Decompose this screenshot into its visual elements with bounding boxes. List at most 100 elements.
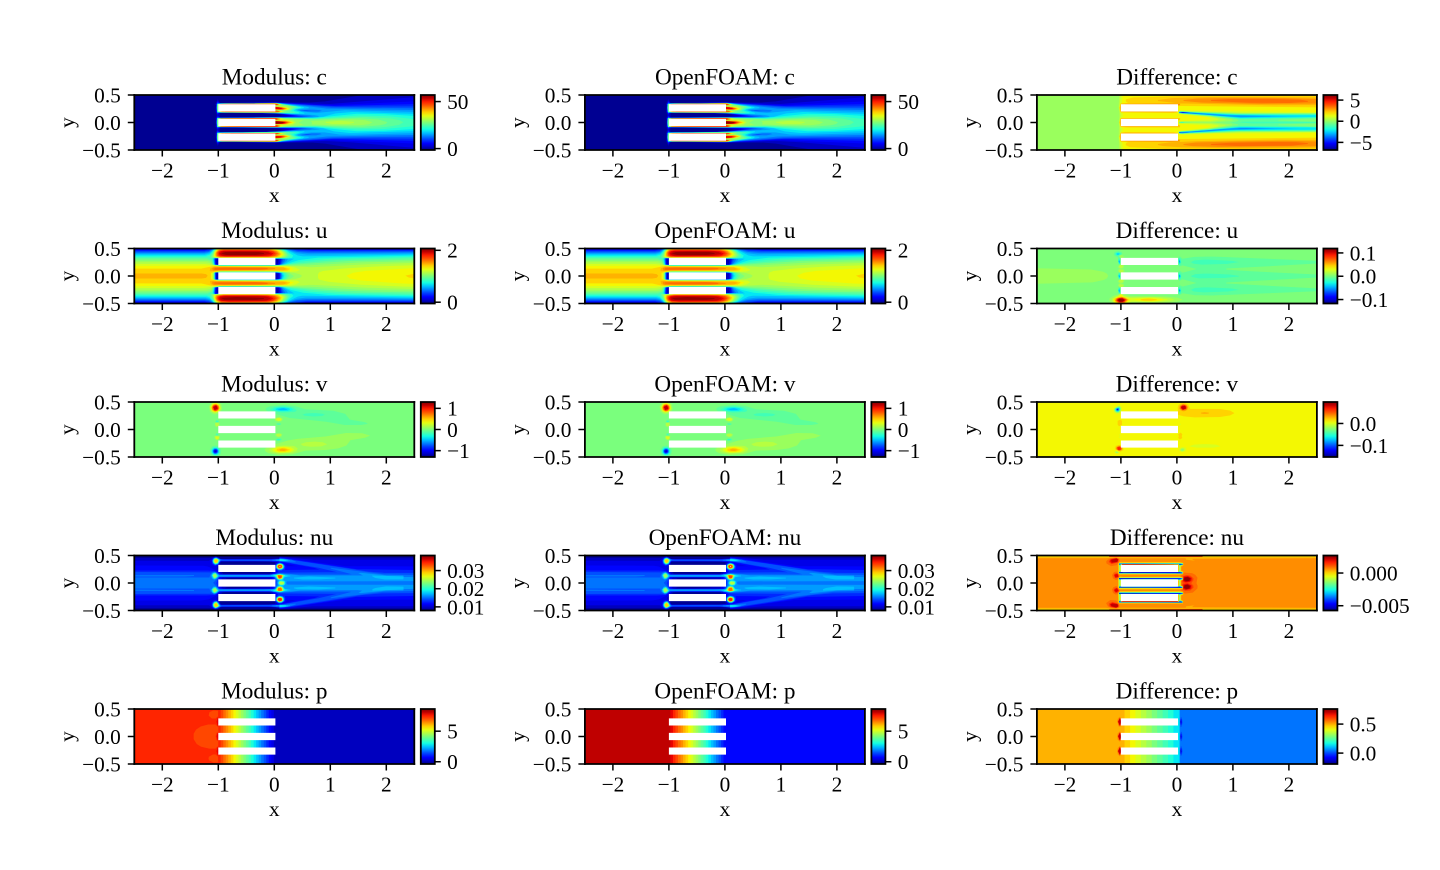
svg-text:Modulus: nu: Modulus: nu xyxy=(215,525,333,551)
svg-text:Difference: nu: Difference: nu xyxy=(1110,525,1245,551)
svg-text:x: x xyxy=(720,490,731,514)
svg-text:−1: −1 xyxy=(658,158,681,182)
svg-text:x: x xyxy=(1172,490,1183,514)
svg-text:−0.5: −0.5 xyxy=(985,752,1024,776)
svg-text:0.5: 0.5 xyxy=(545,83,572,107)
svg-text:−1: −1 xyxy=(1110,619,1133,643)
svg-text:−0.5: −0.5 xyxy=(533,599,572,623)
svg-text:OpenFOAM: u: OpenFOAM: u xyxy=(654,218,795,244)
svg-text:x: x xyxy=(1172,797,1183,821)
svg-text:0.000: 0.000 xyxy=(1350,561,1398,585)
svg-text:Modulus: c: Modulus: c xyxy=(222,64,327,90)
svg-text:2: 2 xyxy=(832,312,843,336)
svg-text:OpenFOAM: p: OpenFOAM: p xyxy=(654,678,795,704)
svg-text:0.0: 0.0 xyxy=(997,725,1024,749)
svg-text:−0.5: −0.5 xyxy=(82,599,121,623)
svg-text:0.0: 0.0 xyxy=(94,264,121,288)
svg-text:−2: −2 xyxy=(151,158,174,182)
svg-text:−0.5: −0.5 xyxy=(985,599,1024,623)
svg-text:−1: −1 xyxy=(447,439,470,463)
svg-text:0.03: 0.03 xyxy=(898,559,935,583)
svg-text:Modulus: p: Modulus: p xyxy=(221,678,327,704)
svg-text:0: 0 xyxy=(447,418,458,442)
svg-text:x: x xyxy=(720,644,731,668)
svg-text:Difference: v: Difference: v xyxy=(1116,371,1239,397)
svg-text:0.5: 0.5 xyxy=(545,390,572,414)
svg-text:1: 1 xyxy=(325,158,336,182)
svg-text:OpenFOAM: nu: OpenFOAM: nu xyxy=(649,525,802,551)
svg-text:0: 0 xyxy=(269,772,280,796)
svg-text:Modulus: v: Modulus: v xyxy=(221,371,328,397)
svg-text:x: x xyxy=(269,183,280,207)
svg-text:1: 1 xyxy=(776,158,787,182)
svg-text:−0.5: −0.5 xyxy=(82,445,121,469)
svg-text:0.5: 0.5 xyxy=(545,697,572,721)
svg-text:−2: −2 xyxy=(1054,158,1077,182)
svg-text:1: 1 xyxy=(325,465,336,489)
svg-text:0: 0 xyxy=(447,750,458,774)
svg-text:−1: −1 xyxy=(898,439,921,463)
svg-text:0.0: 0.0 xyxy=(94,725,121,749)
svg-text:0.5: 0.5 xyxy=(997,390,1024,414)
svg-text:−1: −1 xyxy=(207,312,230,336)
svg-text:0.02: 0.02 xyxy=(447,577,484,601)
svg-text:OpenFOAM: v: OpenFOAM: v xyxy=(654,371,795,397)
svg-text:−0.5: −0.5 xyxy=(985,292,1024,316)
svg-text:0: 0 xyxy=(898,291,909,315)
svg-text:1: 1 xyxy=(776,465,787,489)
svg-text:1: 1 xyxy=(447,397,458,421)
svg-text:1: 1 xyxy=(1228,465,1239,489)
svg-text:0.0: 0.0 xyxy=(94,571,121,595)
svg-text:−2: −2 xyxy=(1054,312,1077,336)
svg-text:2: 2 xyxy=(898,239,909,263)
svg-text:0: 0 xyxy=(720,158,731,182)
svg-text:1: 1 xyxy=(325,772,336,796)
svg-text:0.0: 0.0 xyxy=(997,111,1024,135)
svg-text:−2: −2 xyxy=(602,158,625,182)
svg-text:0: 0 xyxy=(898,750,909,774)
svg-text:5: 5 xyxy=(898,720,909,744)
svg-text:−0.5: −0.5 xyxy=(82,138,121,162)
svg-text:0.5: 0.5 xyxy=(94,544,121,568)
svg-text:−0.5: −0.5 xyxy=(533,292,572,316)
svg-text:0.5: 0.5 xyxy=(94,697,121,721)
svg-text:0: 0 xyxy=(720,465,731,489)
svg-text:y: y xyxy=(55,577,79,588)
svg-text:−0.005: −0.005 xyxy=(1350,594,1410,618)
svg-text:Difference: c: Difference: c xyxy=(1116,64,1237,90)
svg-text:−0.5: −0.5 xyxy=(82,292,121,316)
svg-text:−2: −2 xyxy=(151,619,174,643)
svg-text:−0.5: −0.5 xyxy=(533,138,572,162)
svg-text:x: x xyxy=(269,490,280,514)
svg-text:1: 1 xyxy=(776,312,787,336)
svg-text:1: 1 xyxy=(325,619,336,643)
svg-text:x: x xyxy=(269,337,280,361)
svg-text:−0.5: −0.5 xyxy=(82,752,121,776)
svg-text:0.5: 0.5 xyxy=(545,544,572,568)
svg-text:0.0: 0.0 xyxy=(997,418,1024,442)
svg-text:−1: −1 xyxy=(658,772,681,796)
svg-text:1: 1 xyxy=(898,397,909,421)
svg-text:−2: −2 xyxy=(602,772,625,796)
svg-text:0: 0 xyxy=(1172,465,1183,489)
svg-text:2: 2 xyxy=(381,465,392,489)
svg-text:−1: −1 xyxy=(207,772,230,796)
svg-text:0: 0 xyxy=(447,137,458,161)
svg-text:−0.1: −0.1 xyxy=(1350,434,1389,458)
svg-text:2: 2 xyxy=(832,619,843,643)
svg-text:0.5: 0.5 xyxy=(1350,712,1377,736)
svg-text:x: x xyxy=(720,337,731,361)
svg-text:2: 2 xyxy=(381,312,392,336)
svg-text:x: x xyxy=(1172,183,1183,207)
svg-text:0.5: 0.5 xyxy=(94,237,121,261)
svg-text:2: 2 xyxy=(832,772,843,796)
svg-text:0.0: 0.0 xyxy=(94,418,121,442)
svg-text:0: 0 xyxy=(269,158,280,182)
svg-text:−1: −1 xyxy=(1110,772,1133,796)
svg-text:0.0: 0.0 xyxy=(545,725,572,749)
svg-text:−2: −2 xyxy=(1054,772,1077,796)
svg-text:−1: −1 xyxy=(1110,465,1133,489)
svg-text:0: 0 xyxy=(1172,619,1183,643)
svg-text:−2: −2 xyxy=(151,312,174,336)
svg-text:y: y xyxy=(506,424,530,435)
